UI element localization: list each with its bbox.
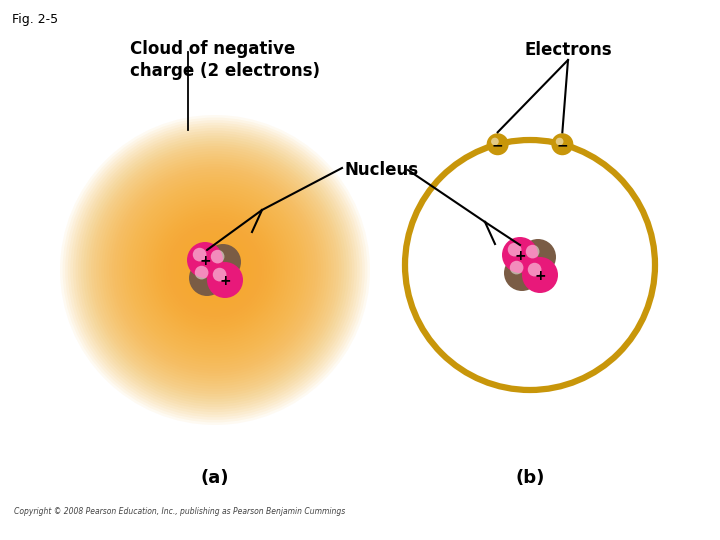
Circle shape [520,239,556,275]
Circle shape [207,262,243,298]
Circle shape [194,266,209,279]
Text: Cloud of negative
charge (2 electrons): Cloud of negative charge (2 electrons) [130,40,320,80]
Circle shape [502,237,538,273]
Circle shape [66,120,365,420]
Circle shape [510,261,523,274]
Circle shape [189,260,225,296]
Text: Electrons: Electrons [524,41,612,59]
Text: +: + [514,249,526,263]
Circle shape [213,268,227,281]
Circle shape [211,250,225,264]
Circle shape [81,136,349,404]
Text: Copyright © 2008 Pearson Education, Inc., publishing as Pearson Benjamin Cumming: Copyright © 2008 Pearson Education, Inc.… [14,508,346,516]
Text: Nucleus: Nucleus [344,161,418,179]
Circle shape [60,115,370,425]
Text: (a): (a) [201,469,229,487]
Circle shape [84,138,347,402]
Circle shape [71,125,360,415]
Text: (b): (b) [516,469,545,487]
Circle shape [528,263,541,276]
Circle shape [205,244,241,280]
Circle shape [504,255,540,291]
Text: Fig. 2-5: Fig. 2-5 [12,13,58,26]
Circle shape [78,133,352,407]
Circle shape [552,133,573,156]
Circle shape [76,131,354,409]
Circle shape [63,118,367,422]
Text: −: − [557,138,568,152]
Circle shape [187,242,223,278]
Circle shape [491,138,499,145]
Circle shape [487,133,508,156]
Circle shape [522,257,558,293]
Circle shape [508,243,521,256]
Text: +: + [199,254,211,268]
Text: +: + [219,274,231,288]
Circle shape [73,128,357,412]
Text: −: − [492,138,503,152]
Circle shape [193,248,207,261]
Circle shape [86,141,344,399]
Circle shape [556,138,564,145]
Circle shape [68,123,362,417]
Text: +: + [534,269,546,283]
Circle shape [526,245,539,259]
